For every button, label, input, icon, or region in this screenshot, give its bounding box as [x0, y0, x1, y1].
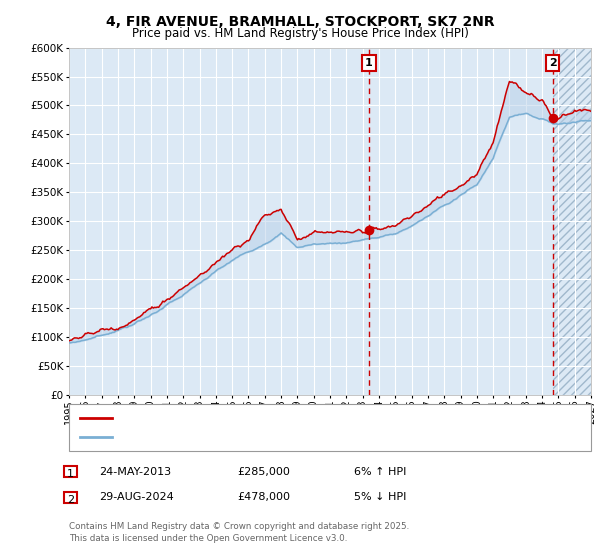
Text: 4, FIR AVENUE, BRAMHALL, STOCKPORT, SK7 2NR (detached house): 4, FIR AVENUE, BRAMHALL, STOCKPORT, SK7 … [119, 413, 457, 423]
Text: Contains HM Land Registry data © Crown copyright and database right 2025.
This d: Contains HM Land Registry data © Crown c… [69, 522, 409, 543]
Text: 2: 2 [549, 58, 557, 68]
Text: 2: 2 [67, 495, 74, 505]
Text: £478,000: £478,000 [237, 492, 290, 502]
Text: 4, FIR AVENUE, BRAMHALL, STOCKPORT, SK7 2NR: 4, FIR AVENUE, BRAMHALL, STOCKPORT, SK7 … [106, 15, 494, 29]
Text: 5% ↓ HPI: 5% ↓ HPI [354, 492, 406, 502]
Text: 1: 1 [365, 58, 373, 68]
Text: 1: 1 [67, 469, 74, 479]
Text: 24-MAY-2013: 24-MAY-2013 [99, 466, 171, 477]
Text: Price paid vs. HM Land Registry's House Price Index (HPI): Price paid vs. HM Land Registry's House … [131, 27, 469, 40]
Text: HPI: Average price, detached house, Stockport: HPI: Average price, detached house, Stoc… [119, 432, 352, 442]
Text: 29-AUG-2024: 29-AUG-2024 [99, 492, 174, 502]
Text: 6% ↑ HPI: 6% ↑ HPI [354, 466, 406, 477]
Bar [553, 48, 591, 395]
Text: £285,000: £285,000 [237, 466, 290, 477]
